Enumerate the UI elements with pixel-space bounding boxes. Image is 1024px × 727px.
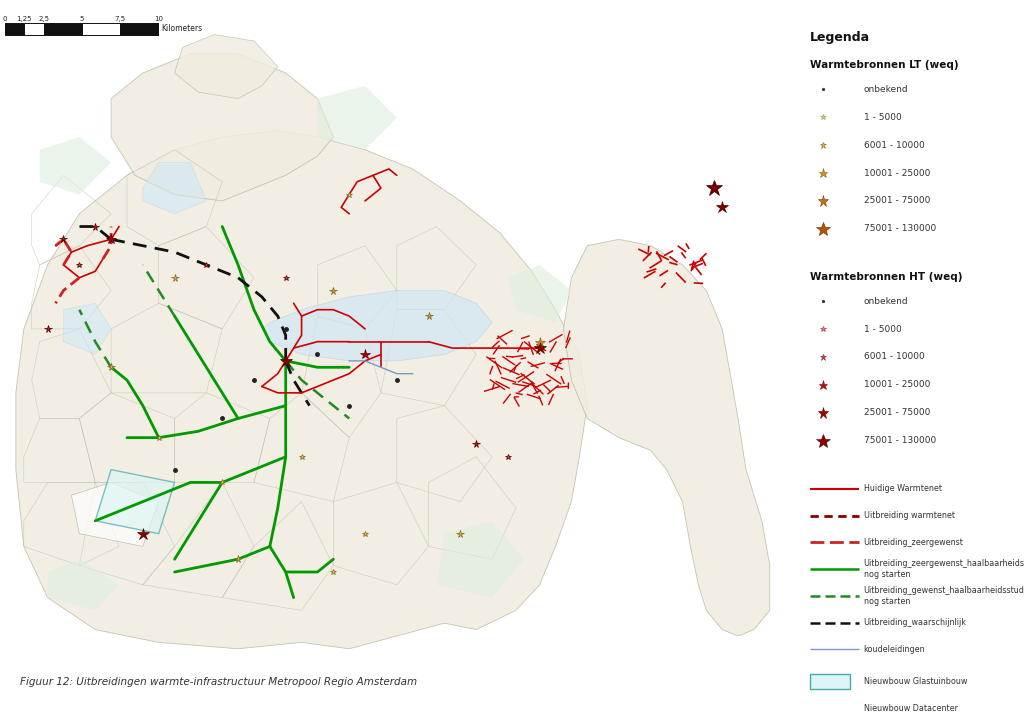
Polygon shape (48, 559, 119, 611)
Text: 10001 - 25000: 10001 - 25000 (863, 169, 930, 177)
Bar (5, 23, 25, 35)
Polygon shape (563, 239, 770, 636)
Text: 6001 - 10000: 6001 - 10000 (863, 353, 925, 361)
Bar (43, 23, 82, 35)
Text: Uitbreiding_gewenst_haalbaarheidsstudie nog starten: Uitbreiding_gewenst_haalbaarheidsstudie … (863, 586, 1024, 606)
Polygon shape (72, 483, 159, 547)
Text: 1 - 5000: 1 - 5000 (863, 113, 901, 122)
Text: Nieuwbouw Glastuinbouw: Nieuwbouw Glastuinbouw (863, 677, 967, 686)
Text: Nieuwbouw Datacenter: Nieuwbouw Datacenter (863, 704, 957, 713)
Text: 10001 - 25000: 10001 - 25000 (863, 380, 930, 390)
Text: 1,25: 1,25 (16, 16, 32, 23)
Polygon shape (262, 291, 493, 361)
Polygon shape (508, 265, 571, 323)
Text: 6001 - 10000: 6001 - 10000 (863, 140, 925, 150)
Text: Huidige Warmtenet: Huidige Warmtenet (863, 484, 942, 493)
Text: 1 - 5000: 1 - 5000 (863, 324, 901, 334)
Polygon shape (143, 163, 207, 214)
Bar (25, 23, 43, 35)
Polygon shape (16, 131, 588, 648)
Polygon shape (436, 521, 524, 598)
Text: 25001 - 75000: 25001 - 75000 (863, 196, 930, 206)
Text: Legenda: Legenda (810, 31, 870, 44)
Text: koudeleidingen: koudeleidingen (863, 645, 926, 654)
Text: Warmtebronnen HT (weq): Warmtebronnen HT (weq) (810, 272, 963, 281)
Text: 2,5: 2,5 (38, 16, 49, 23)
Text: Warmtebronnen LT (weq): Warmtebronnen LT (weq) (810, 60, 958, 70)
Bar (121, 23, 159, 35)
Text: Uitbreiding_waarschijnlijk: Uitbreiding_waarschijnlijk (863, 618, 967, 627)
Text: onbekend: onbekend (863, 297, 908, 305)
Text: Figuur 12: Uitbreidingen warmte-infrastructuur Metropool Regio Amsterdam: Figuur 12: Uitbreidingen warmte-infrastr… (20, 677, 418, 687)
Text: onbekend: onbekend (863, 85, 908, 94)
Text: Uitbreiding warmtenet: Uitbreiding warmtenet (863, 511, 954, 520)
Text: 5: 5 (80, 16, 84, 23)
Text: Kilometers: Kilometers (161, 25, 202, 33)
Text: 75001 - 130000: 75001 - 130000 (863, 436, 936, 445)
Bar (82, 23, 121, 35)
Text: Uitbreiding_zeergewenst: Uitbreiding_zeergewenst (863, 538, 964, 547)
Polygon shape (317, 86, 397, 150)
Text: 0: 0 (3, 16, 7, 23)
Text: 10: 10 (155, 16, 163, 23)
Bar (810, 701, 850, 716)
Text: 75001 - 130000: 75001 - 130000 (863, 225, 936, 233)
Polygon shape (63, 303, 112, 355)
Text: 25001 - 75000: 25001 - 75000 (863, 408, 930, 417)
Text: 7,5: 7,5 (115, 16, 126, 23)
Bar (810, 674, 850, 689)
Polygon shape (112, 54, 334, 201)
Text: Uitbreiding_zeergewenst_haalbaarheidsstudie nog starten: Uitbreiding_zeergewenst_haalbaarheidsstu… (863, 559, 1024, 579)
Polygon shape (40, 137, 112, 195)
Polygon shape (95, 470, 174, 534)
Polygon shape (174, 35, 278, 99)
